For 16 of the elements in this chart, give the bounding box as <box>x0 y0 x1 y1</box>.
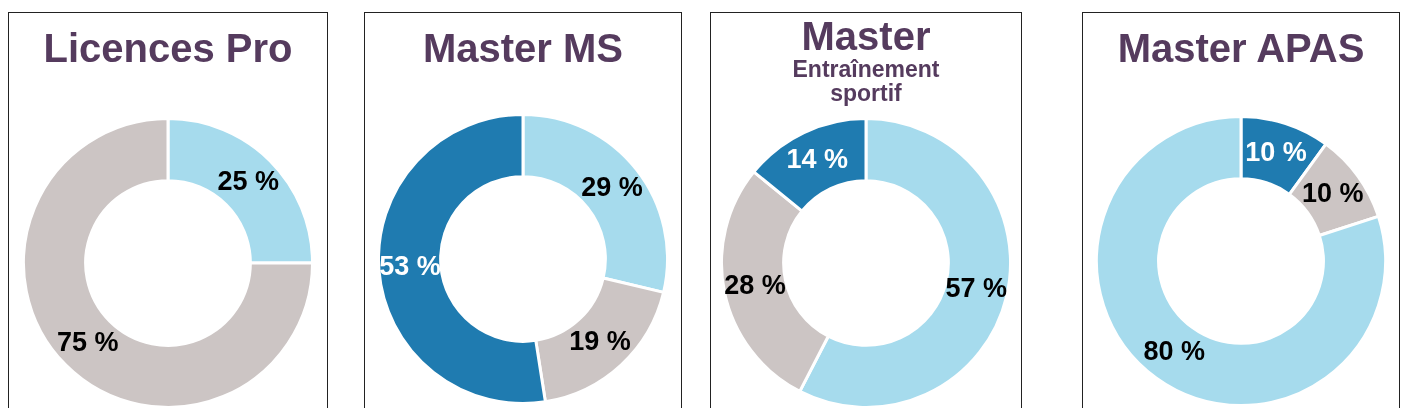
chart-title: Master <box>800 13 932 59</box>
data-label: 53 % <box>379 251 441 282</box>
data-label: 10 % <box>1302 177 1364 208</box>
data-label: 19 % <box>569 325 631 356</box>
data-label: 25 % <box>217 166 279 197</box>
data-label: 29 % <box>581 172 643 203</box>
chart-title: Licences Pro <box>42 25 294 71</box>
chart-subtitle: Entraînement sportif <box>791 56 941 106</box>
data-label: 80 % <box>1143 336 1206 367</box>
data-label: 28 % <box>724 269 786 300</box>
data-label: 57 % <box>945 273 1008 304</box>
data-label: 14 % <box>786 144 849 175</box>
data-label: 10 % <box>1245 136 1307 167</box>
data-label: 75 % <box>57 326 119 357</box>
chart-title: Master MS <box>421 25 625 71</box>
chart-title: Master APAS <box>1116 25 1366 71</box>
